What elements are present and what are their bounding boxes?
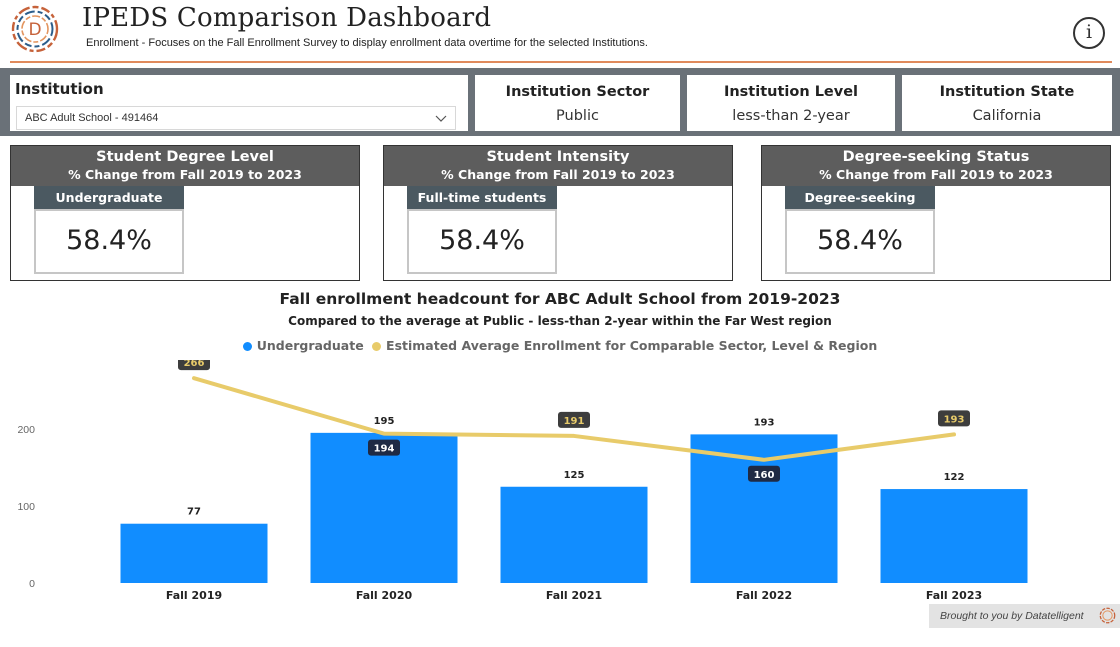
legend-label: Undergraduate <box>256 338 364 353</box>
line-data-label-bg <box>368 439 400 456</box>
line-data-label: 194 <box>374 444 395 455</box>
kpi-subtitle: % Change from Fall 2019 to 2023 <box>68 167 302 182</box>
y-tick-label: 0 <box>29 578 35 590</box>
bar-data-label: 195 <box>374 416 395 427</box>
average-line <box>192 376 956 462</box>
kpi-title: Student Intensity <box>486 149 630 165</box>
institution-dropdown[interactable]: ABC Adult School - 491464 <box>16 106 456 130</box>
page-subtitle: Enrollment - Focuses on the Fall Enrollm… <box>86 37 648 49</box>
page-title: IPEDS Comparison Dashboard <box>82 3 492 33</box>
legend-item-average[interactable]: Estimated Average Enrollment for Compara… <box>372 338 877 353</box>
kpi-tag: Full-time students <box>407 186 557 209</box>
y-tick-label: 200 <box>17 424 35 436</box>
chart-bar[interactable] <box>310 432 458 583</box>
chart-bar[interactable] <box>690 434 838 583</box>
state-label: Institution State <box>939 84 1075 100</box>
header-divider <box>10 61 1112 63</box>
kpi-title: Degree-seeking Status <box>842 149 1030 165</box>
line-data-label-bg <box>748 465 780 482</box>
kpi-card-intensity: Student Intensity % Change from Fall 201… <box>383 145 733 281</box>
level-card: Institution Level less-than 2-year <box>687 75 895 131</box>
line-data-label: 160 <box>754 470 775 481</box>
bar-data-label: 122 <box>944 472 965 483</box>
kpi-value: 58.4% <box>407 209 557 274</box>
institution-selected-value: ABC Adult School - 491464 <box>25 112 159 124</box>
level-label: Institution Level <box>723 84 859 100</box>
chart-bar[interactable] <box>880 489 1028 583</box>
y-tick-label: 100 <box>17 501 35 513</box>
x-tick-label: Fall 2022 <box>736 589 792 602</box>
kpi-card-degree-level: Student Degree Level % Change from Fall … <box>10 145 360 281</box>
chart-title: Fall enrollment headcount for ABC Adult … <box>279 290 841 308</box>
chart-subtitle: Compared to the average at Public - less… <box>288 314 832 328</box>
line-data-label: 191 <box>564 416 585 427</box>
sector-value: Public <box>556 108 599 124</box>
kpi-value: 58.4% <box>34 209 184 274</box>
state-value: California <box>972 108 1042 124</box>
legend-label: Estimated Average Enrollment for Compara… <box>386 338 878 353</box>
datatelligent-mini-logo <box>1099 607 1116 624</box>
logo-letter: D <box>28 20 41 40</box>
line-data-label-bg <box>558 411 590 428</box>
x-tick-label: Fall 2020 <box>356 589 413 602</box>
sector-label: Institution Sector <box>505 84 650 100</box>
info-button[interactable]: i <box>1073 17 1105 49</box>
chart-bar[interactable] <box>500 486 648 583</box>
datatelligent-logo: D <box>11 5 59 53</box>
x-tick-label: Fall 2023 <box>926 589 982 602</box>
legend-dot-icon <box>372 341 382 351</box>
level-value: less-than 2-year <box>732 108 850 124</box>
state-card: Institution State California <box>902 75 1112 131</box>
bar-data-label: 77 <box>187 507 201 518</box>
legend-item-undergraduate[interactable]: Undergraduate <box>242 338 364 353</box>
line-data-label: 266 <box>184 360 205 369</box>
kpi-tag: Degree-seeking <box>785 186 935 209</box>
kpi-header: Student Degree Level % Change from Fall … <box>11 146 359 186</box>
sector-card: Institution Sector Public <box>475 75 680 131</box>
x-tick-label: Fall 2019 <box>166 589 222 602</box>
legend-dot-icon <box>242 341 252 351</box>
bar-data-label: 193 <box>754 417 775 428</box>
kpi-value: 58.4% <box>785 209 935 274</box>
chart-legend: Undergraduate Estimated Average Enrollme… <box>0 338 1120 353</box>
chevron-down-icon <box>435 115 447 122</box>
institution-filter: Institution ABC Adult School - 491464 <box>10 75 468 131</box>
enrollment-chart: 0 100 200 Fall 2019 Fall 2020 Fall 2021 Fall 2… <box>17 360 1028 602</box>
kpi-subtitle: % Change from Fall 2019 to 2023 <box>441 167 675 182</box>
chart-bar[interactable] <box>120 523 268 583</box>
bar-data-label: 125 <box>564 470 585 481</box>
line-data-label: 193 <box>944 414 965 425</box>
kpi-title: Student Degree Level <box>96 149 274 165</box>
kpi-header: Degree-seeking Status % Change from Fall… <box>762 146 1110 186</box>
line-data-label-bg <box>178 360 210 371</box>
x-tick-label: Fall 2021 <box>546 589 602 602</box>
line-data-label-bg <box>938 410 970 427</box>
kpi-subtitle: % Change from Fall 2019 to 2023 <box>819 167 1053 182</box>
credit-badge[interactable]: Brought to you by Datatelligent <box>929 604 1120 628</box>
kpi-card-degree-seeking: Degree-seeking Status % Change from Fall… <box>761 145 1111 281</box>
institution-label: Institution <box>15 80 104 98</box>
filter-bar: Institution ABC Adult School - 491464 In… <box>0 68 1120 136</box>
kpi-tag: Undergraduate <box>34 186 184 209</box>
kpi-header: Student Intensity % Change from Fall 201… <box>384 146 732 186</box>
credit-text: Brought to you by Datatelligent <box>940 610 1084 622</box>
